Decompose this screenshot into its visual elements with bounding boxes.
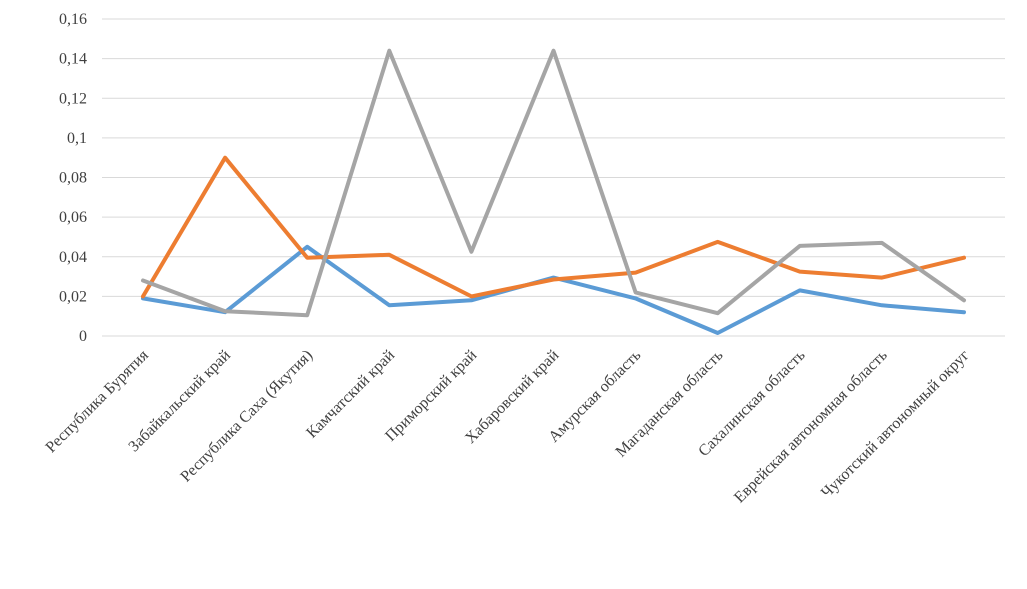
y-tick-label: 0,02	[59, 288, 87, 305]
series-line-1	[141, 244, 966, 335]
y-axis-tick-labels: 0 0,02 0,04 0,06 0,08 0,1 0,12 0,14 0,16	[59, 11, 87, 345]
y-tick-label: 0,06	[59, 209, 87, 226]
series-lines	[141, 48, 966, 335]
x-category-label: Республика Саха (Якутия)	[177, 347, 316, 486]
gridlines	[102, 18, 1005, 337]
y-tick-label: 0	[79, 328, 87, 345]
y-tick-label: 0,04	[59, 249, 87, 266]
y-tick-label: 0,08	[59, 170, 87, 187]
y-tick-label: 0,12	[59, 90, 87, 107]
series-line-2	[141, 155, 966, 299]
x-category-label: Чукотский автономный округ	[818, 347, 973, 502]
y-tick-label: 0,16	[59, 11, 87, 28]
y-tick-label: 0,14	[59, 51, 87, 68]
series-line-3	[141, 48, 966, 318]
y-tick-label: 0,1	[67, 130, 87, 147]
x-category-label: Камчатский край	[303, 346, 398, 441]
x-category-label: Еврейская автономная область	[731, 347, 891, 507]
